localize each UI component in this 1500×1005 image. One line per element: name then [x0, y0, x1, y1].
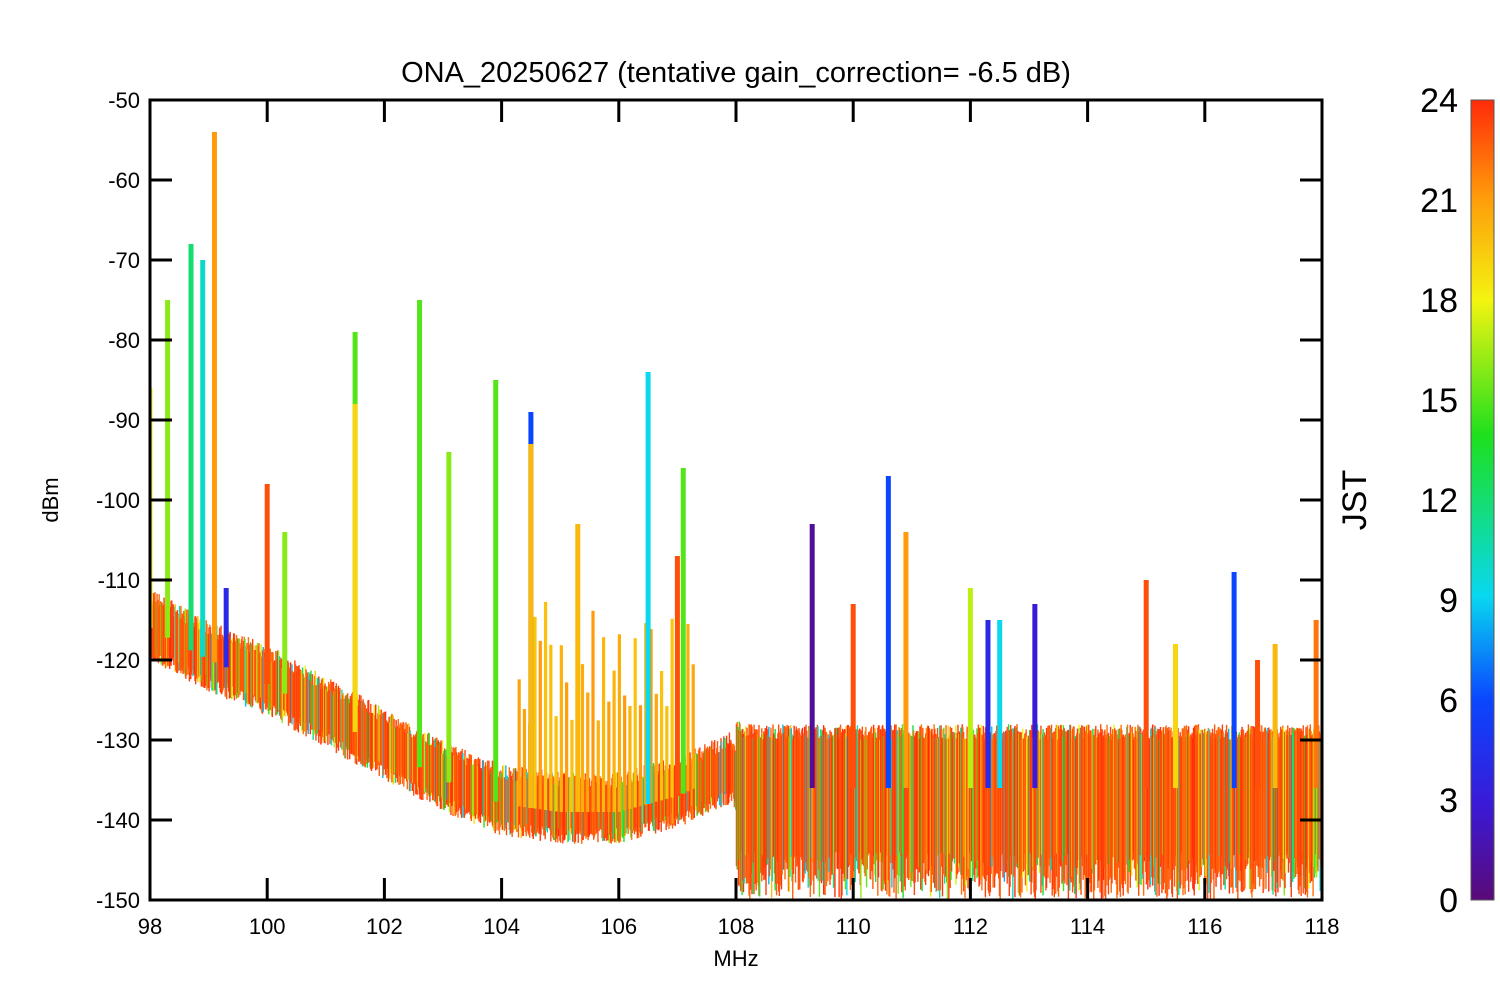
- x-tick-label: 100: [249, 914, 286, 939]
- colorbar-tick-label: 12: [1420, 482, 1458, 520]
- colorbar-tick-label: 9: [1439, 582, 1458, 620]
- y-tick-label: -110: [98, 568, 140, 593]
- y-tick-label: -120: [96, 648, 140, 673]
- x-axis-label: MHz: [713, 946, 758, 971]
- y-tick-label: -50: [108, 88, 140, 113]
- x-axis-ticks: 98 100 102 104 106 108 110 112 114 116 118: [138, 100, 1340, 939]
- x-tick-label: 110: [836, 914, 871, 939]
- y-tick-label: -70: [108, 248, 140, 273]
- y-tick-label: -140: [96, 808, 140, 833]
- x-tick-label: 116: [1187, 914, 1222, 939]
- colorbar-tick-label: 0: [1439, 882, 1458, 920]
- colorbar-ticks: 0 3 6 9 12 15 18 21 24: [1420, 82, 1458, 920]
- colorbar-label: JST: [1336, 470, 1374, 530]
- chart-title: ONA_20250627 (tentative gain_correction=…: [401, 57, 1071, 89]
- colorbar-tick-label: 21: [1420, 182, 1458, 220]
- x-tick-label: 118: [1304, 914, 1339, 939]
- y-axis-ticks: -50 -60 -70 -80 -90 -100 -110 -120 -130 -140 -150: [96, 88, 1322, 913]
- y-tick-label: -60: [108, 168, 140, 193]
- colorbar-tick-label: 15: [1420, 382, 1458, 420]
- x-tick-label: 102: [366, 914, 403, 939]
- colorbar-frame: [1470, 99, 1495, 901]
- y-tick-label: -80: [108, 328, 140, 353]
- y-tick-label: -130: [96, 728, 140, 753]
- colorbar-tick-label: 3: [1439, 782, 1458, 820]
- y-tick-label: -90: [108, 408, 140, 433]
- x-tick-label: 108: [718, 914, 755, 939]
- colorbar-tick-label: 18: [1420, 282, 1458, 320]
- colorbar-tick-label: 24: [1420, 82, 1458, 120]
- plot-marks: [150, 132, 1322, 900]
- x-tick-label: 104: [483, 914, 520, 939]
- x-tick-label: 106: [600, 914, 637, 939]
- y-tick-label: -150: [96, 888, 140, 913]
- y-axis-label: dBm: [38, 477, 63, 522]
- x-tick-label: 112: [953, 914, 988, 939]
- colorbar: [1471, 100, 1494, 900]
- y-tick-label: -100: [96, 488, 140, 513]
- colorbar-tick-label: 6: [1439, 682, 1458, 720]
- x-tick-label: 98: [138, 914, 162, 939]
- x-tick-label: 114: [1070, 914, 1105, 939]
